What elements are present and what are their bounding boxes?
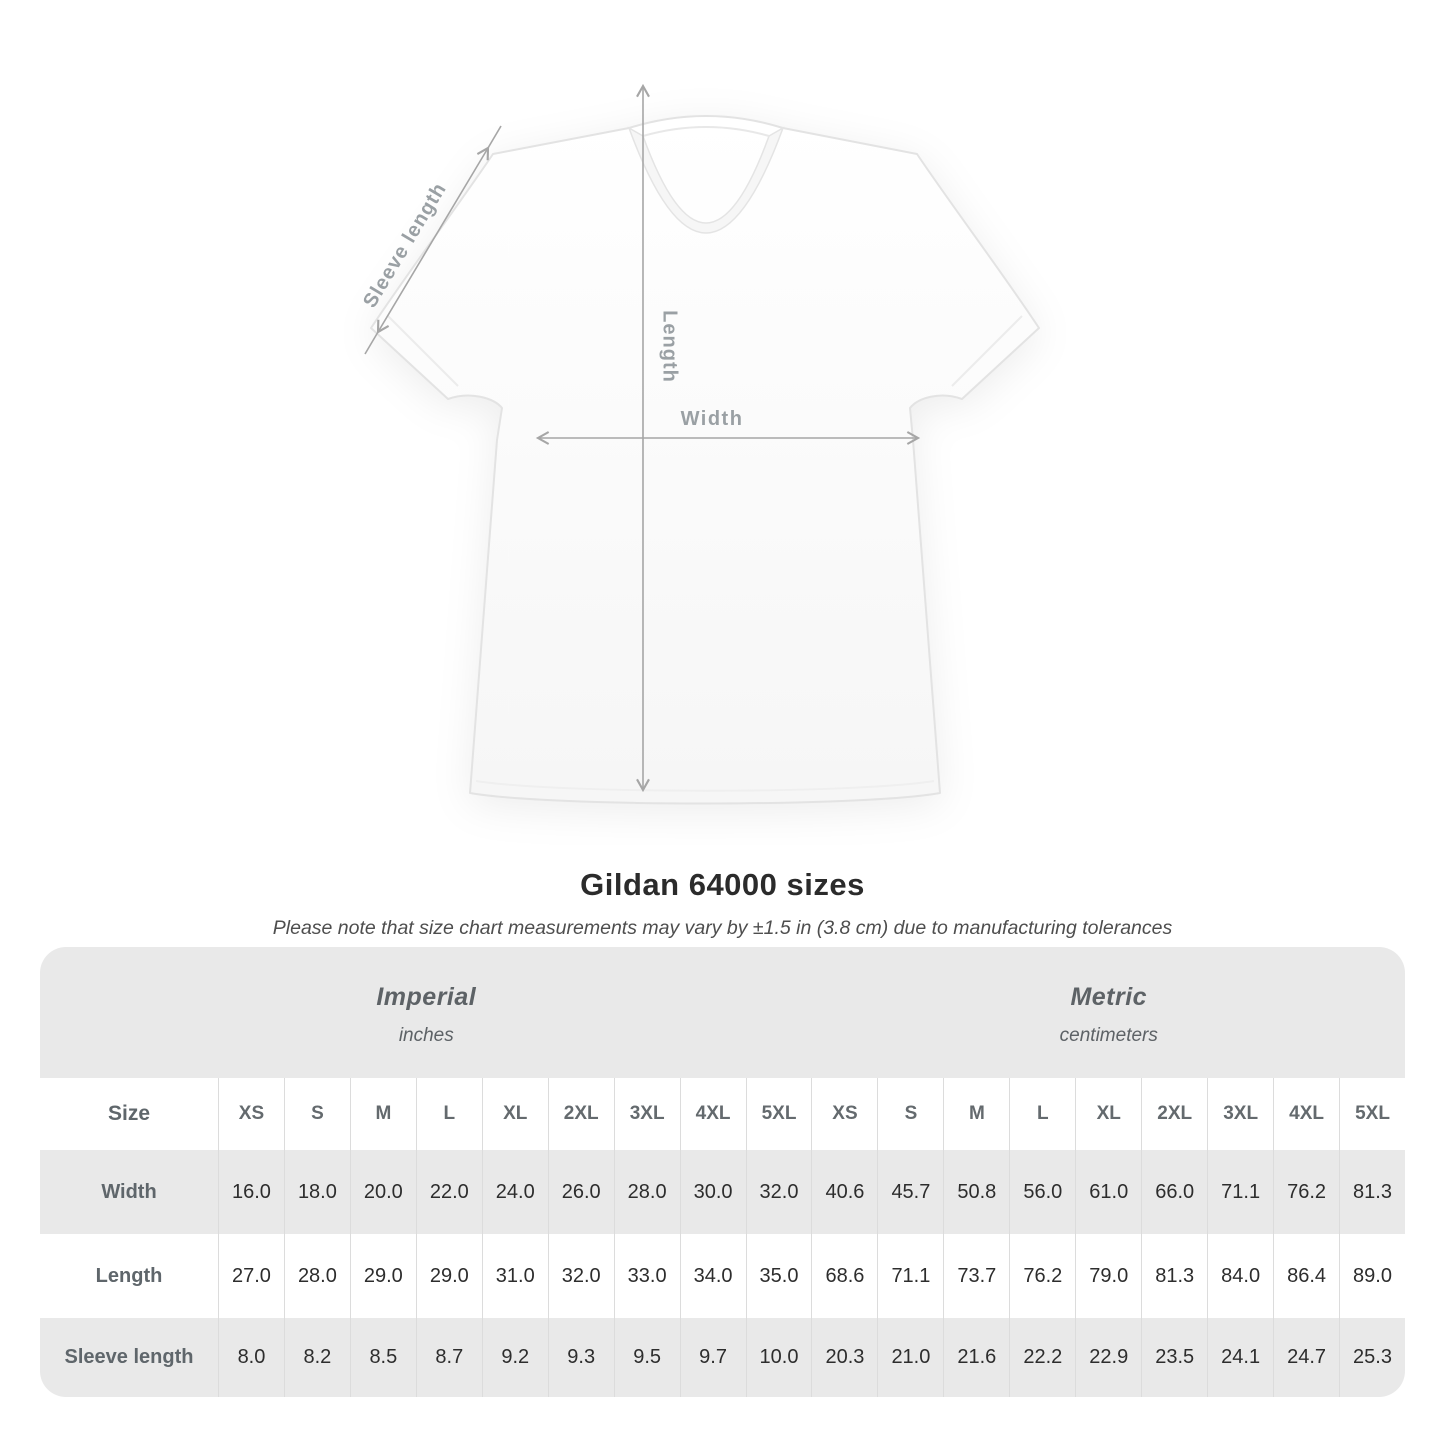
size-value: 50.8	[943, 1150, 1009, 1234]
size-value: 34.0	[679, 1234, 746, 1318]
size-header-imperial-5xl: 5XL	[745, 1078, 812, 1150]
size-value: 31.0	[481, 1234, 548, 1318]
size-header-imperial-s: S	[283, 1078, 350, 1150]
size-value: 21.6	[943, 1318, 1009, 1397]
sleeve-length-arrow	[364, 125, 502, 355]
size-header-metric-2xl: 2XL	[1141, 1078, 1207, 1150]
size-value: 20.0	[349, 1150, 416, 1234]
size-header-metric-xl: XL	[1075, 1078, 1141, 1150]
imperial-label: Imperial	[376, 982, 477, 1011]
size-value: 22.2	[1009, 1318, 1075, 1397]
size-value: 76.2	[1009, 1234, 1075, 1318]
row-label-sleeve-length: Sleeve length	[64, 1346, 194, 1368]
imperial-unit-label: inches	[398, 1024, 454, 1046]
size-value: 71.1	[877, 1234, 943, 1318]
tshirt-measurement-diagram: Sleeve length Length Width	[359, 83, 1040, 805]
size-value: 9.3	[547, 1318, 614, 1397]
size-header-metric-l: L	[1009, 1078, 1075, 1150]
size-value: 8.7	[415, 1318, 482, 1397]
size-value: 73.7	[943, 1234, 1009, 1318]
size-value: 28.0	[283, 1234, 350, 1318]
size-value: 16.0	[218, 1150, 284, 1234]
size-header-metric-3xl: 3XL	[1207, 1078, 1273, 1150]
size-header-imperial-xl: XL	[481, 1078, 548, 1150]
metric-label: Metric	[1070, 982, 1148, 1011]
size-value: 22.9	[1075, 1318, 1141, 1397]
size-value: 21.0	[877, 1318, 943, 1397]
size-value: 27.0	[218, 1234, 284, 1318]
unit-band: Imperial inches Metric centimeters	[40, 947, 1405, 1078]
size-value: 23.5	[1141, 1318, 1207, 1397]
metric-unit-header: Metric centimeters	[813, 947, 1405, 1078]
size-value: 33.0	[613, 1234, 680, 1318]
size-value: 79.0	[1075, 1234, 1141, 1318]
size-header-imperial-4xl: 4XL	[679, 1078, 746, 1150]
size-value: 24.0	[481, 1150, 548, 1234]
size-header-imperial-xs: XS	[218, 1078, 284, 1150]
size-value: 76.2	[1273, 1150, 1339, 1234]
size-value: 28.0	[613, 1150, 680, 1234]
size-value: 9.7	[679, 1318, 746, 1397]
size-value: 8.0	[218, 1318, 284, 1397]
size-value: 26.0	[547, 1150, 614, 1234]
size-header-imperial-3xl: 3XL	[613, 1078, 680, 1150]
size-row-sleeve-length: Sleeve length 8.0 8.2 8.5 8.7 9.2 9.3 9.5 9.7 10.…	[40, 1318, 1405, 1397]
size-value: 29.0	[349, 1234, 416, 1318]
size-header-metric-4xl: 4XL	[1273, 1078, 1339, 1150]
size-value: 71.1	[1207, 1150, 1273, 1234]
size-value: 68.6	[811, 1234, 877, 1318]
size-value: 45.7	[877, 1150, 943, 1234]
size-value: 10.0	[745, 1318, 812, 1397]
size-value: 84.0	[1207, 1234, 1273, 1318]
row-label-length: Length	[95, 1264, 163, 1287]
size-value: 22.0	[415, 1150, 482, 1234]
size-value: 89.0	[1339, 1234, 1405, 1318]
page-title: Gildan 64000 sizes	[580, 866, 865, 902]
size-value: 81.3	[1141, 1234, 1207, 1318]
metric-unit-label: centimeters	[1059, 1024, 1158, 1046]
size-value: 29.0	[415, 1234, 482, 1318]
size-header-metric-m: M	[943, 1078, 1009, 1150]
tolerance-note: Please note that size chart measurements…	[272, 916, 1173, 939]
width-measure-label: Width	[680, 408, 744, 430]
size-value: 66.0	[1141, 1150, 1207, 1234]
size-value: 56.0	[1009, 1150, 1075, 1234]
length-measure-label: Length	[658, 310, 681, 383]
size-header-metric-5xl: 5XL	[1339, 1078, 1405, 1150]
size-value: 30.0	[679, 1150, 746, 1234]
size-value: 9.2	[481, 1318, 548, 1397]
size-value: 8.2	[283, 1318, 350, 1397]
size-row-length: Length 27.0 28.0 29.0 29.0 31.0 32.0 33.0 34.0 35…	[40, 1234, 1405, 1318]
imperial-unit-header: Imperial inches	[40, 947, 813, 1078]
size-value: 24.7	[1273, 1318, 1339, 1397]
size-value: 8.5	[349, 1318, 416, 1397]
size-header-imperial-2xl: 2XL	[547, 1078, 614, 1150]
size-header-metric-xs: XS	[811, 1078, 877, 1150]
size-value: 20.3	[811, 1318, 877, 1397]
size-value: 18.0	[283, 1150, 350, 1234]
size-value: 9.5	[613, 1318, 680, 1397]
size-value: 61.0	[1075, 1150, 1141, 1234]
size-value: 35.0	[745, 1234, 812, 1318]
size-header-imperial-m: M	[349, 1078, 416, 1150]
size-value: 25.3	[1339, 1318, 1405, 1397]
size-value: 86.4	[1273, 1234, 1339, 1318]
size-value: 32.0	[745, 1150, 812, 1234]
size-header-imperial-l: L	[415, 1078, 482, 1150]
tshirt-illustration	[364, 83, 1040, 805]
size-table: Imperial inches Metric centimeters Size X…	[40, 947, 1405, 1397]
size-corner-label: Size	[107, 1102, 151, 1125]
size-header-row: Size XS S M L XL 2XL 3XL 4XL 5XL XS S M L XL 2XL 3XL 4XL 5…	[40, 1078, 1405, 1150]
size-value: 32.0	[547, 1234, 614, 1318]
size-value: 40.6	[811, 1150, 877, 1234]
size-header-metric-s: S	[877, 1078, 943, 1150]
size-value: 24.1	[1207, 1318, 1273, 1397]
size-value: 81.3	[1339, 1150, 1405, 1234]
size-row-width: Width 16.0 18.0 20.0 22.0 24.0 26.0 28.0 30.0 32.…	[40, 1150, 1405, 1234]
row-label-width: Width	[101, 1180, 157, 1203]
tshirt-shape	[370, 115, 1040, 805]
